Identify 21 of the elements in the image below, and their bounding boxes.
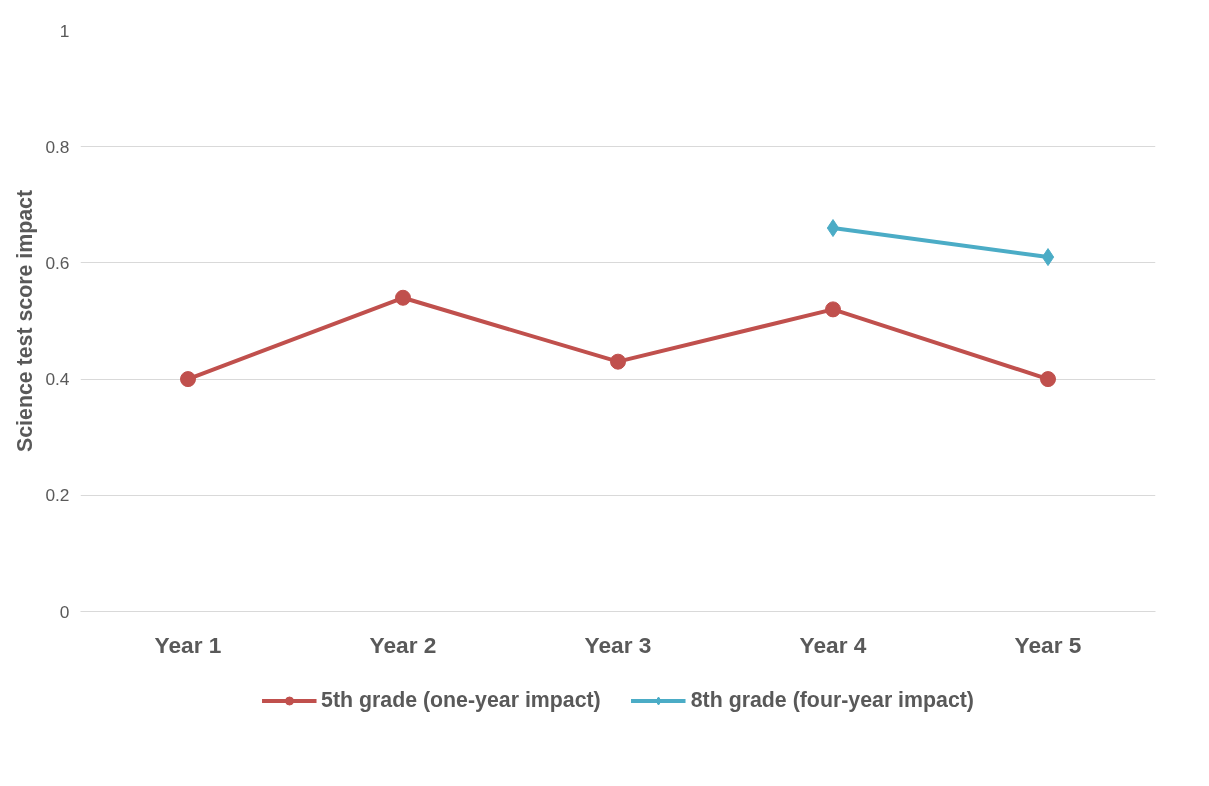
- y-tick-label: 0.2: [45, 485, 70, 506]
- y-tick-label: 0: [59, 601, 70, 622]
- point: [1040, 371, 1056, 388]
- point: [1041, 248, 1055, 267]
- point: [610, 353, 626, 370]
- x-tick-label: Year 4: [799, 631, 867, 658]
- x-tick-label: Year 5: [1014, 631, 1082, 658]
- point: [395, 289, 411, 306]
- y-tick-label: 0.6: [45, 252, 70, 273]
- legend-label: 8th grade (four-year impact): [690, 687, 974, 713]
- y-tick-label: 0.4: [45, 369, 70, 390]
- x-tick-label: Year 1: [154, 631, 222, 658]
- y-axis-title: Science test score impact: [13, 189, 38, 452]
- point: [825, 301, 841, 318]
- x-tick-label: Year 2: [369, 631, 437, 658]
- x-tick-label: Year 3: [584, 631, 652, 658]
- legend-label: 5th grade (one-year impact): [321, 687, 601, 713]
- point: [180, 371, 196, 388]
- y-tick-label: 1: [59, 20, 70, 41]
- point: [826, 219, 840, 238]
- y-tick-label: 0.8: [45, 136, 70, 157]
